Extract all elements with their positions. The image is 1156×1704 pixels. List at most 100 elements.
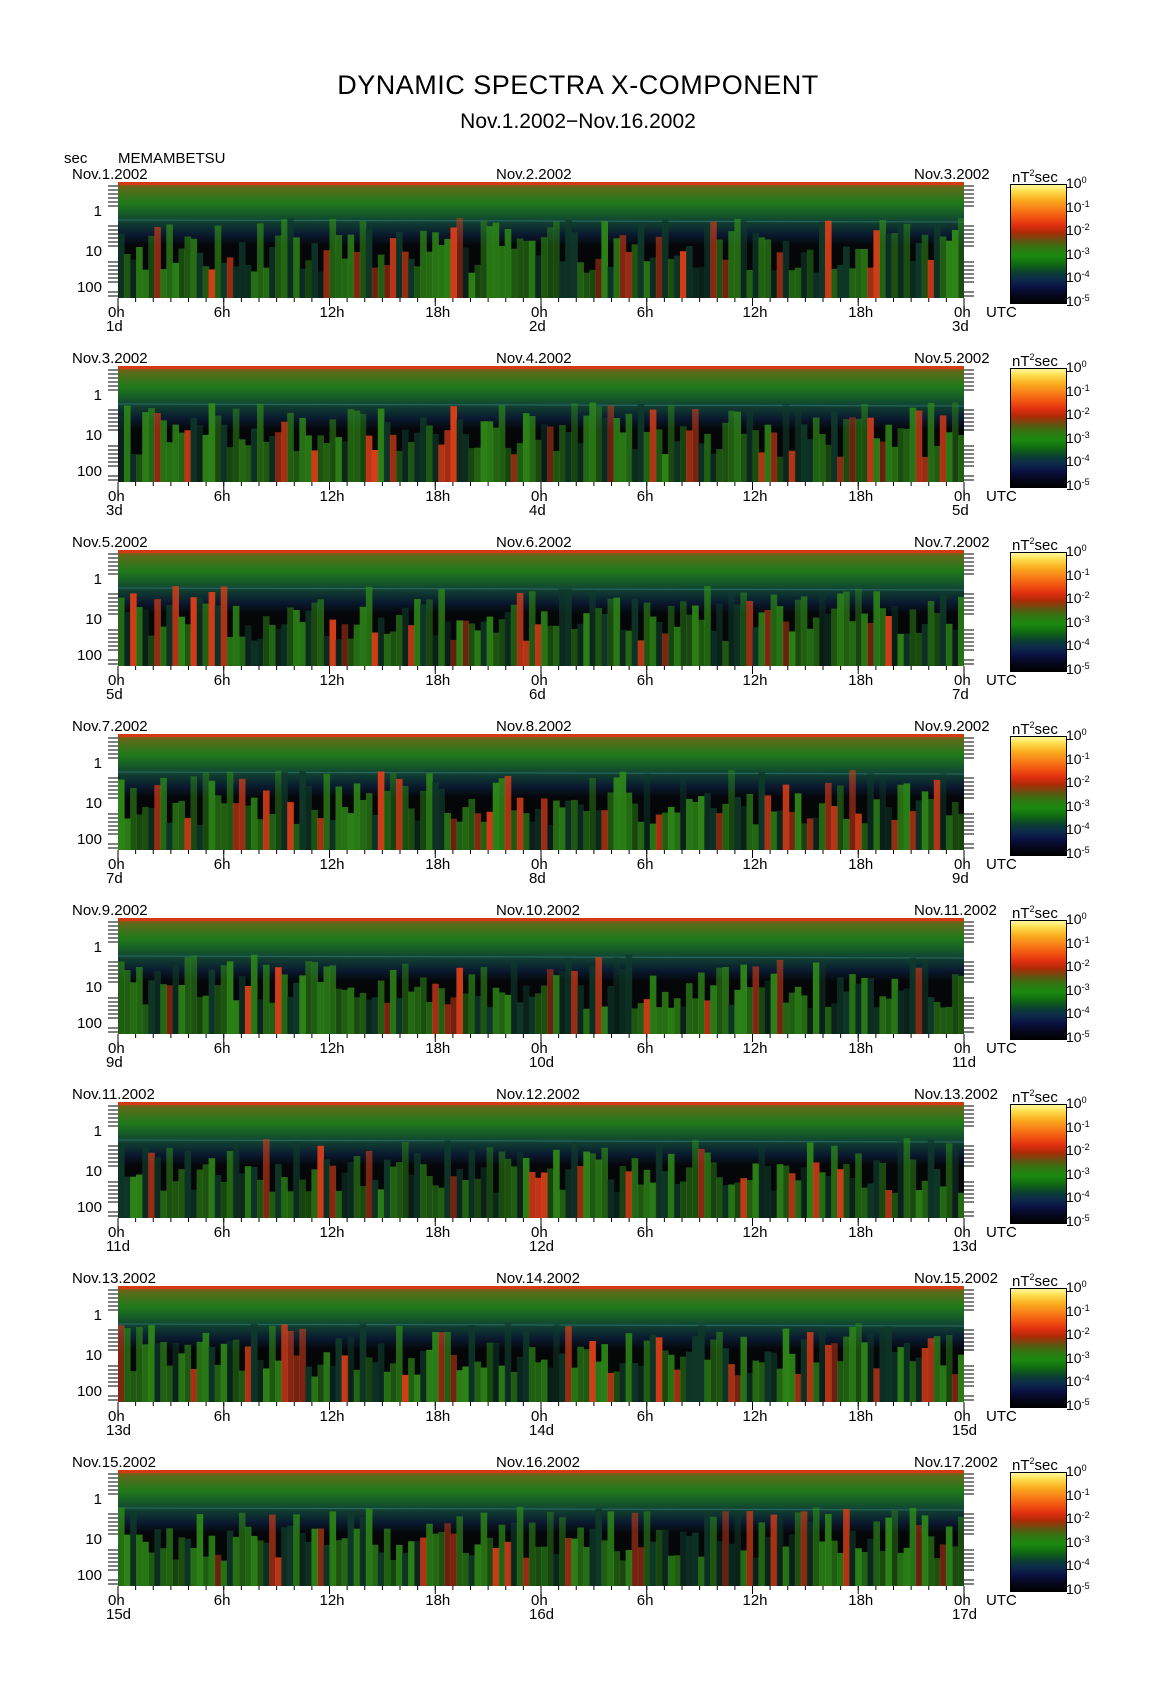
x-tick-label: 18h	[425, 1040, 451, 1057]
x-tick-label: 0h	[531, 488, 548, 505]
chart-subtitle: Nov.1.2002−Nov.16.2002	[460, 110, 696, 133]
x-tick-label: 0h	[531, 1224, 548, 1241]
date-label-left: Nov.15.2002	[72, 1454, 156, 1471]
day-label-right: 17d	[952, 1606, 978, 1623]
x-tick-label: 6h	[213, 1224, 231, 1241]
spectrogram	[118, 1102, 964, 1218]
day-label-left: 7d	[106, 870, 123, 887]
colorbar-tick-label: 100	[1066, 543, 1087, 559]
x-tick-label: 6h	[636, 1224, 654, 1241]
colorbar-tick-label: 10-4	[1066, 1557, 1090, 1574]
colorbar-tick-label: 10-1	[1066, 750, 1090, 767]
x-tick-label: 18h	[848, 304, 874, 321]
spectrogram-image	[118, 366, 964, 482]
x-tick-label: 18h	[848, 1224, 874, 1241]
x-tick-label: 18h	[425, 1224, 451, 1241]
day-label-mid: 4d	[529, 502, 546, 519]
date-label-left: Nov.3.2002	[72, 350, 148, 367]
day-label-mid: 8d	[529, 870, 546, 887]
date-label-mid: Nov.8.2002	[496, 718, 572, 735]
colorbar	[1010, 1288, 1067, 1408]
y-tick-label: 100	[76, 647, 102, 664]
colorbar-unit: nT2sec	[1012, 536, 1058, 554]
y-tick-label: 1	[93, 755, 102, 772]
day-label-right: 3d	[952, 318, 969, 335]
y-tick-label: 10	[85, 795, 102, 812]
colorbar	[1010, 1472, 1067, 1592]
spectrogram-image	[118, 550, 964, 666]
day-label-left: 5d	[106, 686, 123, 703]
y-axis-unit: sec	[64, 150, 88, 167]
x-tick-label: 18h	[848, 672, 874, 689]
x-tick-label: 12h	[742, 672, 768, 689]
colorbar-tick-label: 100	[1066, 1463, 1087, 1479]
y-tick-label: 100	[76, 1383, 102, 1400]
date-label-mid: Nov.6.2002	[496, 534, 572, 551]
x-axis-unit: UTC	[986, 1224, 1017, 1241]
y-tick-label: 1	[93, 939, 102, 956]
day-label-left: 1d	[106, 318, 123, 335]
colorbar-tick-label: 100	[1066, 1279, 1087, 1295]
x-tick-label: 6h	[213, 1408, 231, 1425]
x-tick-label: 0h	[954, 672, 971, 689]
date-label-left: Nov.5.2002	[72, 534, 148, 551]
x-tick-label: 18h	[848, 856, 874, 873]
colorbar-unit: nT2sec	[1012, 352, 1058, 370]
x-tick-label: 12h	[742, 1592, 768, 1609]
x-tick-label: 6h	[213, 856, 231, 873]
x-axis-unit: UTC	[986, 488, 1017, 505]
colorbar-tick-label: 10-4	[1066, 821, 1090, 838]
colorbar-tick-label: 10-5	[1066, 845, 1090, 861]
date-label-right: Nov.11.2002	[914, 902, 997, 919]
y-tick-label: 1	[93, 571, 102, 588]
x-tick-label: 6h	[636, 672, 654, 689]
spectrogram	[118, 366, 964, 482]
spectrum-panel: Nov.1.2002 Nov.2.2002 Nov.3.2002 nT2sec 1 10 1…	[0, 166, 1156, 350]
x-tick-label: 0h	[531, 304, 548, 321]
y-tick-label: 10	[85, 611, 102, 628]
x-axis-unit: UTC	[986, 1040, 1017, 1057]
day-label-mid: 14d	[529, 1422, 555, 1439]
date-label-mid: Nov.14.2002	[496, 1270, 580, 1287]
date-label-right: Nov.5.2002	[914, 350, 990, 367]
colorbar-tick-label: 10-5	[1066, 661, 1090, 677]
x-tick-label: 0h	[108, 304, 125, 321]
colorbar-unit: nT2sec	[1012, 1088, 1058, 1106]
x-tick-label: 6h	[636, 856, 654, 873]
colorbar	[1010, 1104, 1067, 1224]
day-label-left: 3d	[106, 502, 123, 519]
x-tick-label: 0h	[108, 672, 125, 689]
day-label-right: 9d	[952, 870, 969, 887]
spectrum-panel: Nov.15.2002 Nov.16.2002 Nov.17.2002 nT2sec 1…	[0, 1454, 1156, 1638]
y-tick-label: 100	[76, 1567, 102, 1584]
day-label-right: 11d	[952, 1054, 976, 1071]
colorbar-tick-label: 10-3	[1066, 245, 1090, 262]
date-label-mid: Nov.16.2002	[496, 1454, 580, 1471]
x-tick-label: 6h	[636, 1592, 654, 1609]
y-tick-label: 100	[76, 1015, 102, 1032]
x-axis-unit: UTC	[986, 856, 1017, 873]
colorbar-tick-label: 10-5	[1066, 1397, 1090, 1413]
x-tick-label: 0h	[954, 1224, 971, 1241]
colorbar-tick-label: 100	[1066, 911, 1087, 927]
x-axis-unit: UTC	[986, 304, 1017, 321]
spectrogram	[118, 182, 964, 298]
spectrum-panel: Nov.5.2002 Nov.6.2002 Nov.7.2002 nT2sec 1 10 1…	[0, 534, 1156, 718]
x-tick-label: 0h	[954, 304, 971, 321]
colorbar-tick-label: 10-4	[1066, 1373, 1090, 1390]
x-tick-label: 0h	[954, 856, 971, 873]
x-tick-label: 18h	[848, 488, 874, 505]
x-tick-label: 0h	[531, 672, 548, 689]
x-tick-label: 18h	[848, 1040, 874, 1057]
x-tick-label: 6h	[213, 488, 231, 505]
colorbar-tick-label: 10-2	[1066, 958, 1090, 975]
x-tick-label: 0h	[954, 488, 971, 505]
colorbar-tick-label: 10-4	[1066, 637, 1090, 654]
colorbar-tick-label: 10-3	[1066, 1165, 1090, 1182]
colorbar-tick-label: 100	[1066, 175, 1087, 191]
spectrum-panel: Nov.7.2002 Nov.8.2002 Nov.9.2002 nT2sec 1 10 1…	[0, 718, 1156, 902]
colorbar-tick-label: 10-5	[1066, 477, 1090, 493]
x-tick-label: 18h	[425, 1592, 451, 1609]
y-tick-label: 1	[93, 1307, 102, 1324]
colorbar-tick-label: 10-1	[1066, 1118, 1090, 1135]
